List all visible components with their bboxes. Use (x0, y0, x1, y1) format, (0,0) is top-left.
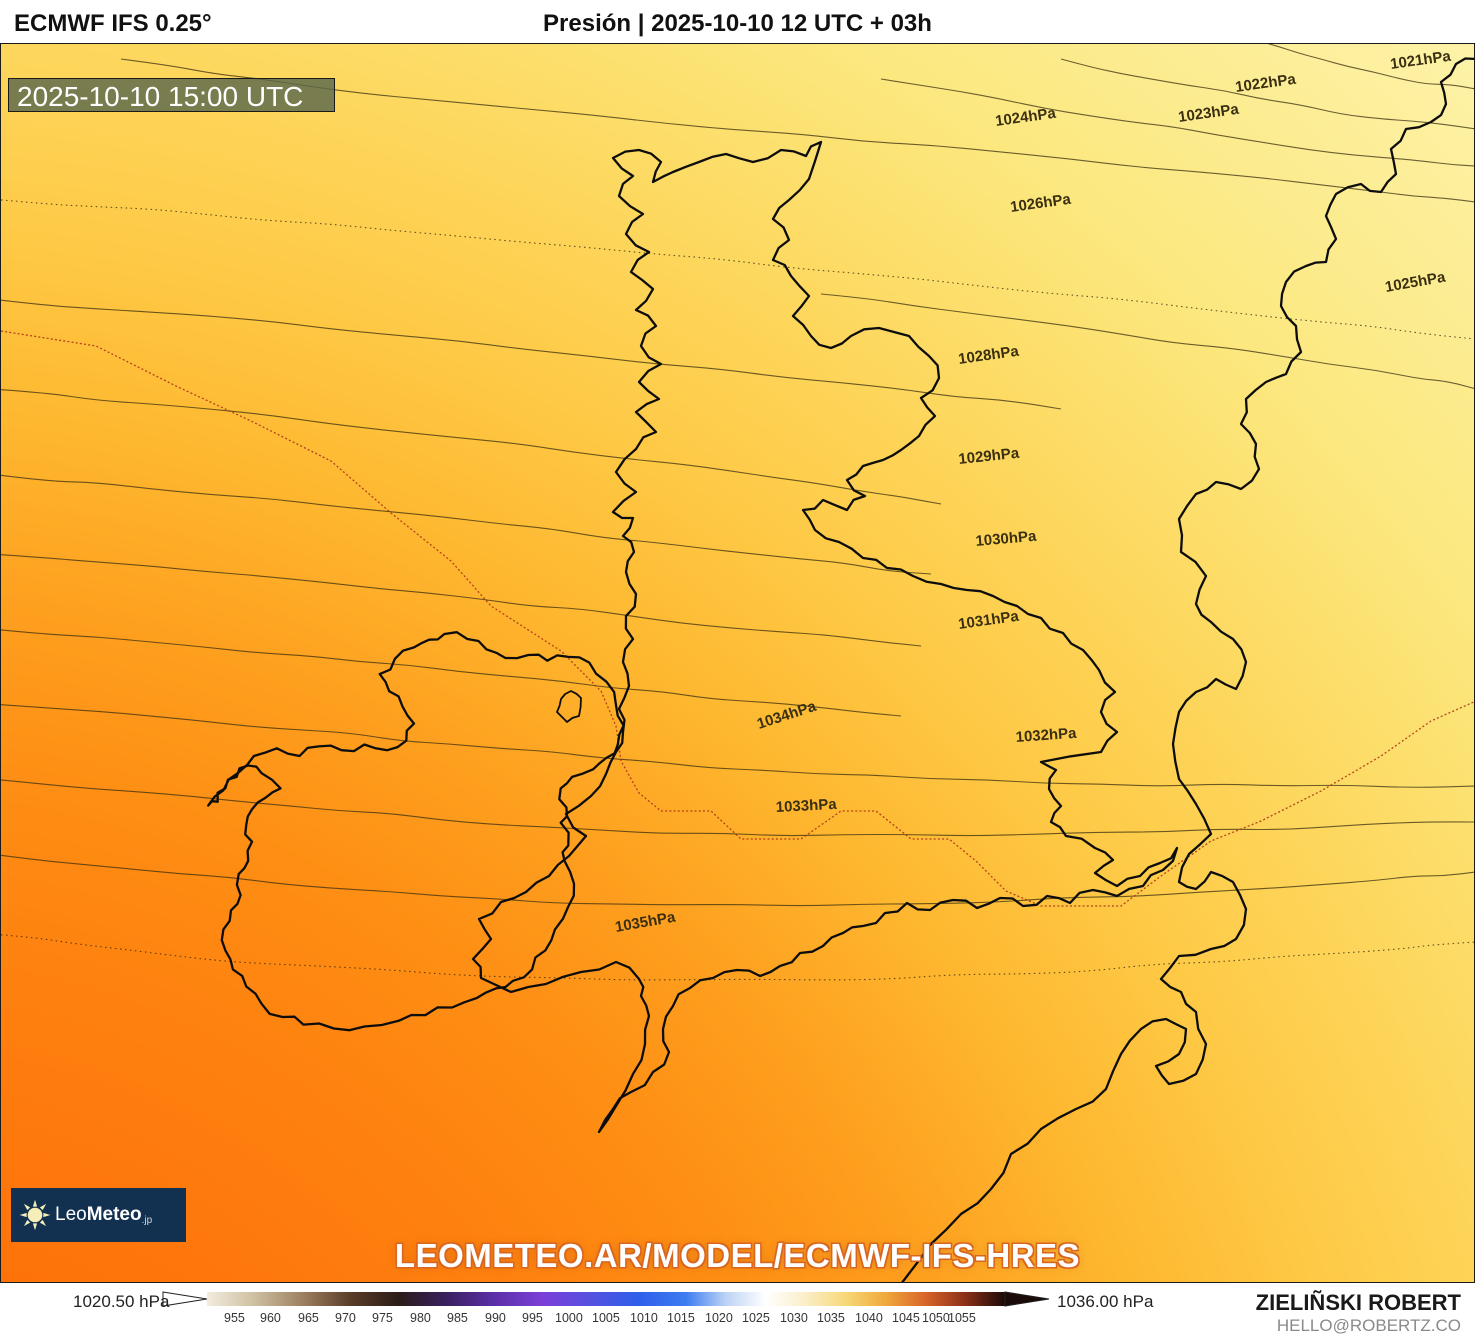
svg-text:1000: 1000 (555, 1311, 583, 1325)
svg-text:960: 960 (260, 1311, 281, 1325)
svg-text:1010: 1010 (630, 1311, 658, 1325)
svg-text:1023hPa: 1023hPa (1177, 101, 1240, 126)
svg-text:995: 995 (522, 1311, 543, 1325)
svg-text:970: 970 (335, 1311, 356, 1325)
svg-text:1030hPa: 1030hPa (975, 528, 1038, 550)
svg-text:1035hPa: 1035hPa (614, 909, 678, 936)
svg-text:1036.00 hPa: 1036.00 hPa (1057, 1292, 1154, 1311)
svg-text:1031hPa: 1031hPa (957, 608, 1020, 633)
svg-text:1033hPa: 1033hPa (775, 796, 837, 816)
svg-text:1025: 1025 (742, 1311, 770, 1325)
svg-text:1021hPa: 1021hPa (1389, 48, 1452, 73)
svg-text:1032hPa: 1032hPa (1015, 725, 1078, 746)
svg-text:1024hPa: 1024hPa (994, 105, 1057, 130)
svg-text:1025hPa: 1025hPa (1384, 269, 1448, 296)
svg-text:1045: 1045 (892, 1311, 920, 1325)
svg-text:1029hPa: 1029hPa (958, 445, 1021, 468)
svg-text:980: 980 (410, 1311, 431, 1325)
svg-text:1050: 1050 (922, 1311, 950, 1325)
svg-text:1020: 1020 (705, 1311, 733, 1325)
svg-text:1026hPa: 1026hPa (1009, 191, 1072, 216)
svg-text:1028hPa: 1028hPa (957, 343, 1020, 368)
svg-text:1022hPa: 1022hPa (1234, 71, 1297, 96)
svg-text:975: 975 (372, 1311, 393, 1325)
svg-text:1005: 1005 (592, 1311, 620, 1325)
svg-text:1015: 1015 (667, 1311, 695, 1325)
svg-text:1055: 1055 (948, 1311, 976, 1325)
svg-text:1035: 1035 (817, 1311, 845, 1325)
svg-text:1030: 1030 (780, 1311, 808, 1325)
svg-text:1040: 1040 (855, 1311, 883, 1325)
svg-text:990: 990 (485, 1311, 506, 1325)
svg-text:955: 955 (224, 1311, 245, 1325)
svg-text:1020.50 hPa: 1020.50 hPa (73, 1292, 170, 1311)
svg-text:965: 965 (298, 1311, 319, 1325)
svg-text:985: 985 (447, 1311, 468, 1325)
